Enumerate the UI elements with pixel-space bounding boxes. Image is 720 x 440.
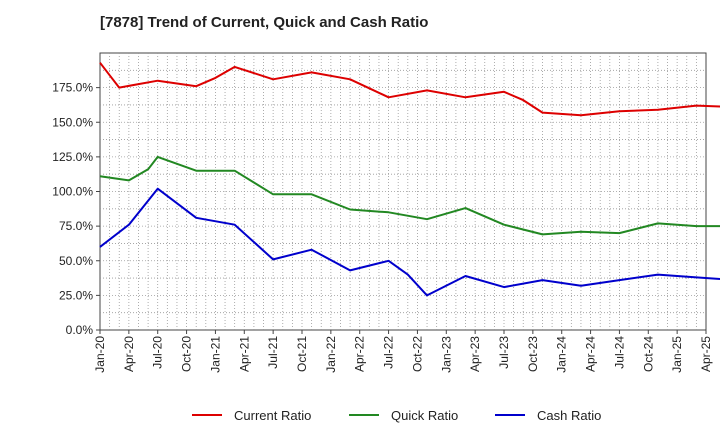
x-tick-label: Apr-20 [122, 336, 136, 372]
x-tick-label: Jul-23 [497, 336, 511, 369]
y-tick-label: 25.0% [59, 288, 93, 302]
x-tick-label: Oct-20 [180, 336, 194, 372]
axes: 0.0% 25.0% 50.0% 75.0% 100.0% 125.0% 150.0% 175… [52, 81, 713, 373]
x-tick-label: Oct-22 [410, 336, 424, 372]
x-tick-label: Jan-25 [670, 336, 684, 373]
x-tick-label: Jan-24 [555, 336, 569, 373]
x-tick-label: Apr-22 [353, 336, 367, 372]
x-tick-label: Apr-21 [237, 336, 251, 372]
x-tick-label: Jul-20 [151, 336, 165, 369]
quick-ratio-legend-label: Quick Ratio [391, 408, 458, 423]
y-tick-label: 0.0% [66, 323, 94, 337]
x-tick-label: Oct-23 [526, 336, 540, 372]
current-ratio-legend-label: Current Ratio [234, 408, 311, 423]
x-tick-label: Jan-20 [93, 336, 107, 373]
y-tick-label: 100.0% [52, 185, 93, 199]
y-tick-label: 75.0% [59, 219, 93, 233]
x-tick-label: Jan-23 [439, 336, 453, 373]
y-tick-label: 50.0% [59, 254, 93, 268]
x-tick-label: Jul-24 [612, 336, 626, 369]
quick-ratio-line [99, 155, 720, 236]
x-tick-label: Jan-22 [324, 336, 338, 373]
y-tick-label: 150.0% [52, 115, 93, 129]
y-tick-label: 125.0% [52, 150, 93, 164]
x-tick-label: Jul-22 [382, 336, 396, 369]
current-ratio-line [99, 62, 720, 117]
chart-title: [7878] Trend of Current, Quick and Cash … [100, 14, 429, 31]
x-tick-label: Apr-25 [699, 336, 713, 372]
y-tick-label: 175.0% [52, 81, 93, 95]
x-tick-label: Apr-24 [584, 336, 598, 372]
legend: Current Ratio Quick Ratio Cash Ratio [192, 408, 601, 423]
x-tick-label: Jan-21 [208, 336, 222, 373]
cash-ratio-line [99, 187, 720, 297]
x-tick-label: Oct-24 [641, 336, 655, 372]
series-lines [99, 62, 720, 297]
x-tick-label: Apr-23 [468, 336, 482, 372]
x-tick-label: Jul-21 [266, 336, 280, 369]
x-tick-label: Oct-21 [295, 336, 309, 372]
cash-ratio-legend-label: Cash Ratio [537, 408, 601, 423]
grid [99, 52, 707, 331]
